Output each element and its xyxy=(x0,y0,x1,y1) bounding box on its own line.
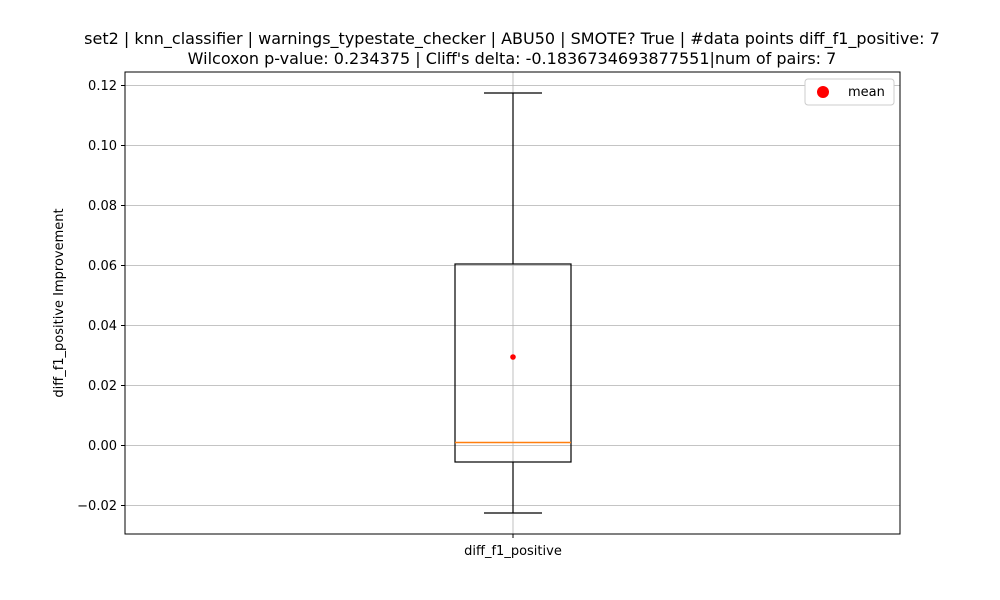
y-tick-label: 0.00 xyxy=(88,439,117,454)
y-tick-label: 0.02 xyxy=(88,379,117,394)
y-tick-label: 0.04 xyxy=(88,319,117,334)
y-axis: −0.02 0.00 0.02 0.04 0.06 0.08 0.10 0.12 xyxy=(77,79,125,514)
y-axis-label: diff_f1_positive Improvement xyxy=(52,208,67,397)
y-tick-label: 0.10 xyxy=(88,139,117,154)
y-tick-label: −0.02 xyxy=(77,499,117,514)
legend-mean-marker xyxy=(817,86,829,98)
legend-frame xyxy=(804,78,895,106)
y-tick-label: 0.12 xyxy=(88,79,117,94)
y-tick-label: 0.08 xyxy=(88,199,117,214)
mean-point xyxy=(510,354,516,360)
chart-title-line-2: Wilcoxon p-value: 0.234375 | Cliff's del… xyxy=(188,49,837,68)
y-tick-label: 0.06 xyxy=(88,259,117,274)
box-plot xyxy=(454,92,572,514)
x-tick-label: diff_f1_positive xyxy=(464,544,562,559)
chart-title-line-1: set2 | knn_classifier | warnings_typesta… xyxy=(84,29,940,49)
legend-mean-label: mean xyxy=(848,85,885,100)
x-axis: diff_f1_positive xyxy=(464,534,562,559)
interquartile-box xyxy=(454,263,572,463)
legend: mean xyxy=(804,78,895,106)
